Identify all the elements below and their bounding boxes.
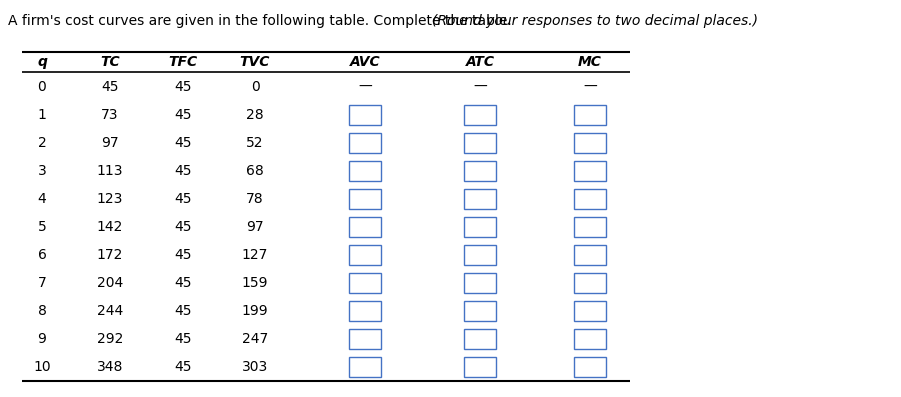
- Text: 45: 45: [174, 360, 192, 374]
- Text: 1: 1: [38, 108, 47, 122]
- Bar: [464, 357, 496, 377]
- Text: —: —: [583, 80, 596, 94]
- Bar: [574, 105, 606, 125]
- Bar: [349, 329, 381, 349]
- Text: 45: 45: [174, 192, 192, 206]
- Bar: [349, 273, 381, 293]
- Text: —: —: [473, 80, 487, 94]
- Bar: [574, 217, 606, 237]
- Text: 244: 244: [97, 304, 123, 318]
- Text: 348: 348: [96, 360, 123, 374]
- Bar: [349, 217, 381, 237]
- Text: 8: 8: [38, 304, 47, 318]
- Text: 45: 45: [174, 108, 192, 122]
- Bar: [349, 161, 381, 181]
- Text: 10: 10: [33, 360, 50, 374]
- Bar: [574, 357, 606, 377]
- Text: 199: 199: [241, 304, 268, 318]
- Text: 7: 7: [38, 276, 46, 290]
- Bar: [574, 245, 606, 265]
- Text: ATC: ATC: [466, 55, 495, 69]
- Text: q: q: [37, 55, 47, 69]
- Text: 78: 78: [246, 192, 264, 206]
- Text: 9: 9: [38, 332, 47, 346]
- Text: 45: 45: [174, 164, 192, 178]
- Bar: [574, 161, 606, 181]
- Bar: [574, 301, 606, 321]
- Text: 52: 52: [246, 136, 264, 150]
- Bar: [464, 329, 496, 349]
- Text: TC: TC: [100, 55, 120, 69]
- Bar: [464, 273, 496, 293]
- Text: 45: 45: [101, 80, 119, 94]
- Bar: [464, 245, 496, 265]
- Text: 45: 45: [174, 80, 192, 94]
- Bar: [464, 133, 496, 153]
- Text: 45: 45: [174, 304, 192, 318]
- Text: 28: 28: [246, 108, 264, 122]
- Bar: [349, 189, 381, 209]
- Text: 97: 97: [246, 220, 264, 234]
- Text: 204: 204: [97, 276, 123, 290]
- Bar: [574, 329, 606, 349]
- Text: TFC: TFC: [168, 55, 197, 69]
- Text: 45: 45: [174, 220, 192, 234]
- Bar: [349, 133, 381, 153]
- Text: 142: 142: [96, 220, 123, 234]
- Bar: [464, 301, 496, 321]
- Text: (Round your responses to two decimal places.): (Round your responses to two decimal pla…: [432, 14, 758, 28]
- Text: —: —: [358, 80, 372, 94]
- Text: 113: 113: [96, 164, 123, 178]
- Text: TVC: TVC: [240, 55, 270, 69]
- Bar: [574, 189, 606, 209]
- Text: 3: 3: [38, 164, 46, 178]
- Text: 2: 2: [38, 136, 46, 150]
- Text: 45: 45: [174, 332, 192, 346]
- Bar: [464, 217, 496, 237]
- Text: 6: 6: [38, 248, 47, 262]
- Bar: [349, 245, 381, 265]
- Text: AVC: AVC: [350, 55, 380, 69]
- Text: 303: 303: [241, 360, 268, 374]
- Text: 45: 45: [174, 248, 192, 262]
- Text: 0: 0: [250, 80, 259, 94]
- Text: 5: 5: [38, 220, 46, 234]
- Text: A firm's cost curves are given in the following table. Complete the table.: A firm's cost curves are given in the fo…: [8, 14, 516, 28]
- Text: 4: 4: [38, 192, 46, 206]
- Text: 45: 45: [174, 136, 192, 150]
- Bar: [464, 189, 496, 209]
- Text: 159: 159: [241, 276, 268, 290]
- Bar: [574, 273, 606, 293]
- Bar: [349, 105, 381, 125]
- Text: 123: 123: [96, 192, 123, 206]
- Bar: [349, 357, 381, 377]
- Text: 0: 0: [38, 80, 46, 94]
- Text: 127: 127: [241, 248, 268, 262]
- Text: 247: 247: [241, 332, 268, 346]
- Text: 97: 97: [101, 136, 119, 150]
- Text: 73: 73: [101, 108, 119, 122]
- Text: MC: MC: [578, 55, 602, 69]
- Bar: [349, 301, 381, 321]
- Text: 172: 172: [96, 248, 123, 262]
- Bar: [464, 161, 496, 181]
- Text: 68: 68: [246, 164, 264, 178]
- Text: 45: 45: [174, 276, 192, 290]
- Text: 292: 292: [96, 332, 123, 346]
- Bar: [464, 105, 496, 125]
- Bar: [574, 133, 606, 153]
